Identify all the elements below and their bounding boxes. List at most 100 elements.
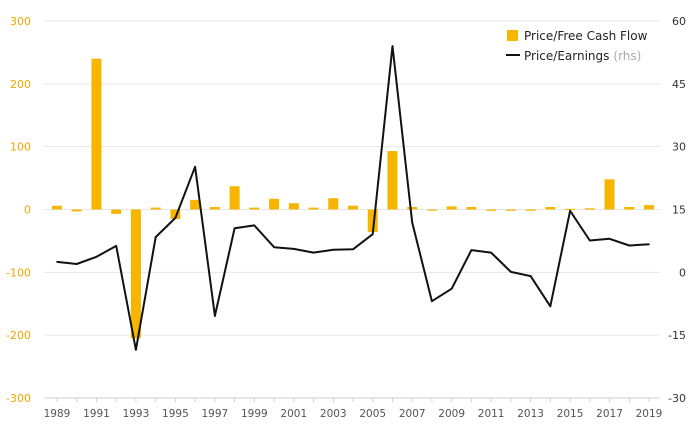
bar-series [52,58,654,339]
bar [426,209,437,211]
pe-point [56,261,58,263]
x-axis: 1989 1991 1993 1995 1997 1999 2001 2003 2005 2007… [44,398,663,420]
legend-swatch-pfcf [507,30,518,41]
x-tick-label: 1993 [123,408,150,420]
pe-point [411,221,414,224]
pe-line [56,45,650,351]
bar [170,209,181,219]
pe-point [589,239,591,242]
left-tick-label: 0 [24,204,31,217]
pe-points [56,45,650,351]
right-tick-label: -30 [668,392,686,405]
pe-point [253,224,256,227]
bar [52,205,62,210]
pe-point [352,248,354,251]
bar [407,206,418,210]
pe-point [135,349,137,351]
bar [604,179,615,210]
left-axis: -300 -200 -100 0 100 200 300 [6,15,31,405]
bar [387,151,398,210]
right-axis: -30 -15 0 15 30 45 60 [668,15,686,405]
right-tick-label: 60 [672,15,686,28]
bar [288,203,299,210]
right-tick-label: 30 [672,141,686,154]
pe-point [312,251,315,254]
left-tick-label: 200 [10,78,31,91]
pe-point [391,45,394,47]
pe-point [431,300,433,303]
pe-point [273,246,275,248]
bar [446,206,457,210]
bar [584,208,595,210]
x-tick-label: 1995 [162,408,189,420]
x-tick-label: 1991 [83,408,110,420]
bar [486,209,497,211]
x-tick-label: 1999 [241,408,268,420]
bar [111,209,122,214]
bar [545,206,556,210]
bar [249,207,260,210]
x-tick-label: 2005 [359,408,386,420]
x-tick-label: 2001 [280,408,307,420]
bar [91,58,102,210]
pe-point [154,236,157,238]
pe-point [95,256,98,258]
pe-point [115,245,117,247]
legend-label-pe: Price/Earnings (rhs) [524,49,641,63]
pe-point [529,275,532,277]
x-tick-label: 2017 [596,408,623,420]
pe-point [233,227,236,230]
bar [466,206,477,210]
pe-point [648,243,650,246]
x-tick-label: 2019 [636,408,663,420]
right-tick-label: -15 [668,329,686,342]
left-tick-label: 100 [10,141,31,154]
legend-label-pe-note: (rhs) [613,49,641,63]
pe-point [332,248,335,251]
left-tick-label: -300 [6,392,31,405]
bar [644,205,654,210]
left-tick-label: -100 [6,266,31,279]
pe-point [608,238,611,240]
left-tick-label: -200 [6,329,31,342]
pe-point [470,249,473,251]
bar [624,206,635,210]
pe-point [510,271,512,273]
right-tick-label: 15 [672,204,686,217]
bar [130,209,141,339]
bar [190,200,201,210]
pe-point [628,244,631,247]
pe-point [490,251,492,254]
x-tick-label: 2003 [320,408,347,420]
x-tick-label: 2009 [438,408,465,420]
bar [328,198,339,210]
pe-point [174,217,177,219]
x-tick-label: 1989 [44,408,71,420]
bar [565,208,576,211]
pe-point [450,287,453,290]
right-tick-label: 0 [679,266,686,279]
pe-point [214,315,216,317]
legend: Price/Free Cash Flow Price/Earnings (rhs) [506,29,648,63]
x-tick-label: 2015 [557,408,584,420]
pe-point [75,263,78,265]
x-tick-label: 2013 [517,408,544,420]
bar [71,209,82,212]
bar [505,209,516,211]
bar [269,198,280,210]
x-tick-label: 2007 [399,408,426,420]
bar [367,209,378,233]
pe-point [569,209,571,212]
legend-label-pe-name: Price/Earnings [524,49,609,63]
x-tick-label: 2011 [478,408,505,420]
bar [229,186,240,210]
pe-point [293,248,295,250]
bar [525,209,536,211]
bar [348,205,358,210]
bar [209,206,220,210]
right-tick-label: 45 [672,78,686,91]
gridlines [44,20,660,399]
bar [308,207,319,210]
pe-point [194,165,196,168]
